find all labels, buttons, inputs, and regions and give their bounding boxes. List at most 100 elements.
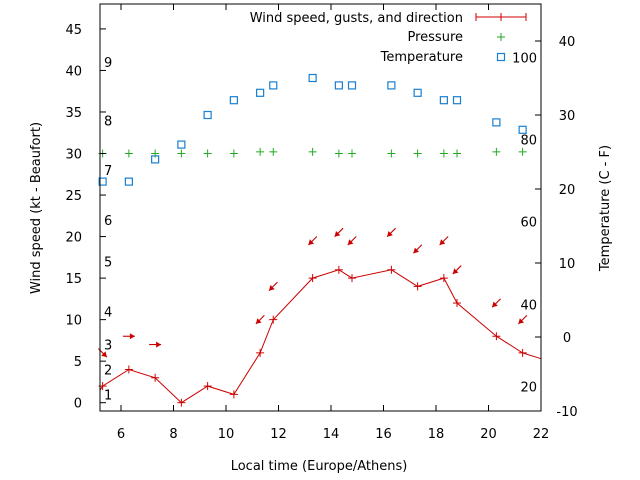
pressure-point	[439, 149, 448, 158]
pressure-point	[348, 149, 356, 158]
temperature-point	[203, 110, 212, 120]
temperature-point	[439, 96, 448, 105]
fahrenheit-label: 40	[520, 298, 537, 313]
y2-tick-label: 40	[559, 35, 576, 50]
temperature-point	[492, 118, 501, 127]
y2-tick-label: 20	[559, 183, 576, 198]
wind-speed-point	[387, 265, 396, 274]
temperature-point	[151, 155, 160, 164]
y-tick-label: 15	[65, 272, 82, 287]
wind-speed-point	[203, 382, 212, 391]
x-tick-label: 10	[218, 427, 235, 442]
legend-swatch-pressure	[497, 33, 505, 41]
wind-direction-arrow-icon	[307, 236, 318, 246]
wind-speed-point	[308, 274, 317, 283]
temperature-point	[98, 177, 107, 186]
pressure-point	[518, 147, 527, 156]
pressure-point	[492, 147, 501, 156]
x-tick-label: 22	[533, 427, 550, 442]
temperature-point	[347, 81, 357, 90]
wind-speed-point	[177, 398, 186, 407]
wind-speed-point	[492, 332, 501, 341]
beaufort-label: 8	[104, 114, 112, 129]
wind-direction-arrow-icon	[412, 244, 423, 254]
pressure-point	[269, 147, 278, 156]
y2-tick-label: -10	[556, 405, 577, 420]
legend-label-wind: Wind speed, gusts, and direction	[250, 11, 463, 26]
y-tick-label: 25	[65, 189, 82, 204]
temperature-point	[124, 177, 133, 186]
y2-tick-label: 30	[559, 109, 576, 124]
wind-speed-point	[334, 265, 343, 274]
wind-speed-point	[439, 274, 448, 283]
temperature-point	[387, 81, 396, 90]
plot-frame	[99, 3, 542, 412]
wind-direction-arrow-icon	[452, 265, 462, 275]
y-tick-label: 35	[65, 106, 82, 121]
x-tick-label: 14	[323, 427, 340, 442]
fahrenheit-label: 100	[512, 51, 537, 66]
pressure-point	[334, 149, 343, 158]
pressure-point	[229, 149, 238, 158]
y-tick-label: 5	[74, 355, 82, 370]
pressure-point	[256, 147, 265, 156]
y2-tick-label: 10	[559, 257, 576, 272]
beaufort-label: 1	[104, 388, 112, 403]
beaufort-label: 4	[104, 305, 112, 320]
x-tick-label: 16	[375, 427, 392, 442]
y-tick-label: 0	[74, 397, 82, 412]
legend-swatch-wind	[475, 13, 527, 21]
wind-direction-arrow-icon	[334, 227, 344, 238]
x-axis-label: Local time (Europe/Athens)	[231, 459, 408, 474]
beaufort-label: 9	[104, 56, 112, 71]
pressure-point	[387, 149, 396, 158]
legend-swatch-temperature	[496, 52, 506, 62]
wind-direction-arrow-icon	[491, 298, 502, 308]
fahrenheit-label: 20	[520, 381, 537, 396]
pressure-point	[177, 149, 186, 158]
temperature-point	[413, 88, 422, 97]
wind-speed-point	[269, 315, 278, 324]
pressure-point	[203, 149, 212, 158]
wind-direction-arrow-icon	[439, 236, 449, 246]
wind-direction-arrow-icon	[347, 236, 357, 246]
temperature-point	[518, 125, 527, 134]
legend: Wind speed, gusts, and direction Pressur…	[250, 11, 527, 65]
wind-speed-point	[518, 348, 527, 357]
pressure-point	[453, 149, 461, 158]
wind-speed-point	[348, 274, 356, 283]
wind-direction-arrow-icon	[149, 341, 162, 348]
legend-label-pressure: Pressure	[407, 30, 463, 45]
wind-direction-arrow-icon	[122, 333, 135, 340]
fahrenheit-label: 80	[520, 133, 537, 148]
beaufort-label: 5	[104, 255, 112, 270]
y2-axis-label: Temperature (C - F)	[598, 145, 613, 272]
x-tick-label: 12	[270, 427, 287, 442]
wind-direction-arrow-icon	[517, 315, 528, 325]
y2-tick-label: 0	[563, 331, 571, 346]
beaufort-label: 3	[104, 339, 112, 354]
y-tick-label: 20	[65, 231, 82, 246]
temperature-point	[229, 96, 238, 105]
wind-speed-point	[413, 282, 422, 291]
temperature-point	[177, 140, 186, 149]
y-tick-label: 40	[65, 64, 82, 79]
beaufort-label: 6	[104, 214, 112, 229]
y-axis-label: Wind speed (kt - Beaufort)	[29, 122, 44, 294]
wind-speed-point	[124, 365, 133, 374]
temperature-point	[256, 88, 265, 97]
wind-speed-line	[99, 269, 542, 404]
x-tick-label: 8	[169, 427, 177, 442]
wind-speed-point	[229, 390, 238, 399]
fahrenheit-label: 60	[520, 216, 537, 231]
temperature-point	[334, 81, 343, 90]
x-tick-label: 18	[428, 427, 445, 442]
temperature-point	[452, 96, 462, 105]
beaufort-label: 7	[104, 164, 112, 179]
pressure-point	[124, 149, 133, 158]
temperature-point	[308, 73, 317, 83]
pressure-point	[413, 149, 422, 158]
wind-direction-arrow-icon	[268, 281, 278, 292]
y-tick-label: 30	[65, 148, 82, 163]
